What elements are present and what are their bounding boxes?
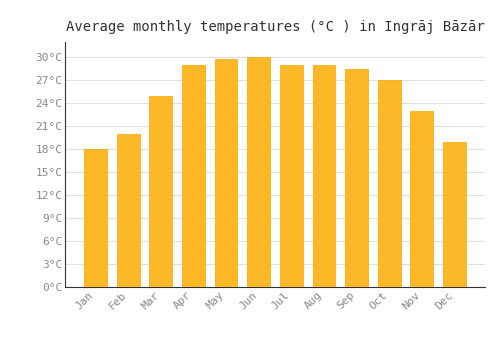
- Bar: [345, 69, 368, 287]
- Bar: [443, 141, 466, 287]
- Bar: [84, 149, 107, 287]
- Bar: [248, 57, 270, 287]
- Title: Average monthly temperatures (°C ) in Ingrāj Bāzār: Average monthly temperatures (°C ) in In…: [66, 20, 484, 34]
- Bar: [280, 65, 302, 287]
- Bar: [378, 80, 400, 287]
- Bar: [150, 96, 172, 287]
- Bar: [410, 111, 434, 287]
- Bar: [312, 65, 336, 287]
- Bar: [182, 65, 205, 287]
- Bar: [116, 134, 140, 287]
- Bar: [214, 59, 238, 287]
